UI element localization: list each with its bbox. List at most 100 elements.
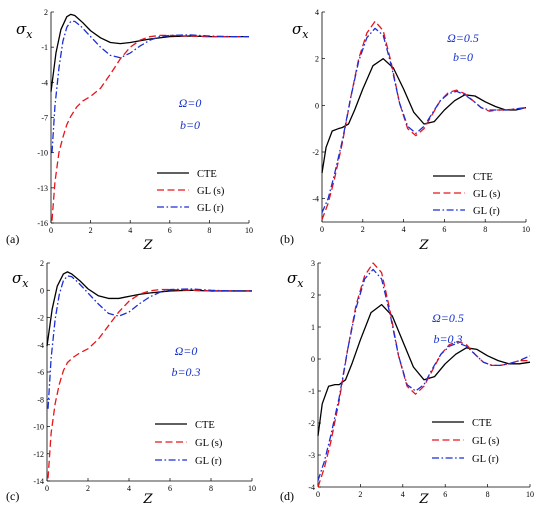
x-tick-label: 2: [358, 490, 362, 499]
parameter-annotation: Ω=0: [179, 96, 202, 110]
y-tick-label: -2: [312, 148, 319, 157]
y-tick-label: -12: [33, 450, 44, 459]
x-tick-label: 8: [483, 225, 487, 234]
y-tick-label: -7: [41, 114, 48, 123]
series-line-gl-r: [51, 20, 249, 153]
panel-label: (a): [6, 232, 19, 246]
y-axis-label: σx: [12, 269, 29, 290]
panel-a: -16 -13 -10 -7 -4 -1 2 0 2 4 6 8 10 σx Z (a) Ω=0 b=0 CTE GL…: [6, 8, 253, 253]
legend-label: GL (s): [197, 186, 225, 197]
y-axis-label: σx: [287, 269, 304, 290]
y-tick-label: 2: [311, 291, 315, 300]
x-tick-label: 0: [316, 490, 320, 499]
y-tick-label: -6: [37, 368, 44, 377]
y-axis-label-subscript: x: [302, 28, 309, 41]
y-axis-label-subscript: x: [297, 277, 304, 290]
y-tick-label: -10: [33, 423, 44, 432]
y-tick-label: -4: [41, 78, 48, 87]
x-tick-label: 10: [248, 484, 256, 493]
legend-label: CTE: [472, 418, 492, 429]
y-tick-label: -4: [308, 483, 315, 492]
y-tick-label: 0: [315, 101, 319, 110]
legend-label: GL (r): [197, 203, 224, 214]
x-tick-label: 2: [86, 484, 90, 493]
series-line-cte: [321, 58, 527, 174]
y-tick-label: -3: [308, 451, 315, 460]
legend-label: GL (s): [472, 436, 500, 447]
legend-label: CTE: [473, 172, 493, 183]
legend-label: GL (s): [473, 189, 501, 200]
x-tick-label: 6: [443, 490, 447, 499]
panel-c: -14 -12 -10 -8 -6 -4 -2 0 2 0 2 4 6 8 10 σx Z (c) Ω=0 b=0.3…: [6, 259, 256, 507]
y-tick-label: -10: [37, 149, 48, 158]
y-axis-label: σx: [16, 20, 33, 41]
y-tick-label: 3: [311, 259, 315, 268]
series-line-gl-r: [317, 268, 531, 481]
y-tick-label: -8: [37, 395, 44, 404]
parameter-annotation: b=0.3: [433, 332, 462, 346]
x-tick-label: 2: [361, 225, 365, 234]
x-tick-label: 0: [49, 226, 53, 235]
y-tick-label: 2: [44, 8, 48, 17]
legend-label: CTE: [197, 169, 217, 180]
series-line-cte: [50, 13, 249, 92]
y-tick-label: -16: [37, 219, 48, 228]
panel-label: (c): [6, 489, 19, 503]
series-line-cte: [317, 303, 531, 436]
x-tick-label: 6: [168, 226, 172, 235]
legend-label: GL (r): [473, 206, 500, 217]
y-tick-label: 0: [311, 355, 315, 364]
y-tick-label: 0: [40, 286, 44, 295]
panel-label: (d): [280, 489, 294, 503]
legend-label: GL (s): [195, 438, 223, 449]
series-line-cte: [46, 271, 252, 347]
y-tick-label: 4: [315, 8, 319, 17]
panel-d: -4 -3 -2 -1 0 1 2 3 0 2 4 6 8 10 σx Z (d) Ω=0.5 b=0.3 CTE GL…: [280, 259, 534, 507]
y-axis-label: σx: [292, 20, 309, 41]
y-tick-label: -1: [308, 387, 315, 396]
x-tick-label: 0: [45, 484, 49, 493]
x-tick-label: 8: [486, 490, 490, 499]
x-tick-label: 2: [89, 226, 93, 235]
y-axis-label-subscript: x: [26, 28, 33, 41]
series-line-gl-s: [51, 34, 249, 221]
x-tick-label: 4: [127, 484, 131, 493]
y-tick-label: -2: [37, 314, 44, 323]
y-tick-label: -2: [308, 419, 315, 428]
y-tick-label: -4: [312, 195, 319, 204]
parameter-annotation: Ω=0.5: [432, 311, 464, 325]
x-tick-label: 8: [207, 226, 211, 235]
parameter-annotation: b=0: [180, 118, 200, 132]
parameter-annotation: Ω=0.5: [447, 31, 479, 45]
y-tick-label: 1: [311, 323, 315, 332]
legend-label: GL (r): [472, 454, 499, 465]
series-line-gl-r: [321, 27, 527, 213]
y-tick-label: -13: [37, 184, 48, 193]
legend-label: GL (r): [195, 456, 222, 467]
parameter-annotation: b=0: [453, 50, 473, 64]
x-tick-label: 4: [402, 225, 406, 234]
x-tick-label: 4: [128, 226, 132, 235]
x-axis-label: Z: [418, 492, 429, 507]
legend-label: CTE: [195, 420, 215, 431]
parameter-annotation: Ω=0: [175, 344, 198, 358]
panel-b: -4 -2 0 2 4 0 2 4 6 8 10 σx Z (b) Ω=0.5 b=0 CTE GL (s) GL …: [280, 8, 530, 253]
x-tick-label: 4: [401, 490, 405, 499]
y-tick-label: -14: [33, 477, 44, 486]
x-tick-label: 6: [168, 484, 172, 493]
y-tick-label: -4: [37, 341, 44, 350]
x-axis-label: Z: [142, 238, 153, 253]
x-tick-label: 8: [209, 484, 213, 493]
y-tick-label: 2: [40, 259, 44, 268]
x-tick-label: 10: [526, 490, 534, 499]
y-tick-label: -1: [41, 43, 48, 52]
x-tick-label: 10: [522, 225, 530, 234]
x-tick-label: 0: [320, 225, 324, 234]
x-axis-label: Z: [418, 238, 429, 253]
x-axis-label: Z: [142, 492, 153, 507]
series-line-gl-r: [47, 275, 252, 409]
parameter-annotation: b=0.3: [171, 365, 200, 379]
x-tick-label: 6: [442, 225, 446, 234]
y-axis-label-subscript: x: [22, 277, 29, 290]
